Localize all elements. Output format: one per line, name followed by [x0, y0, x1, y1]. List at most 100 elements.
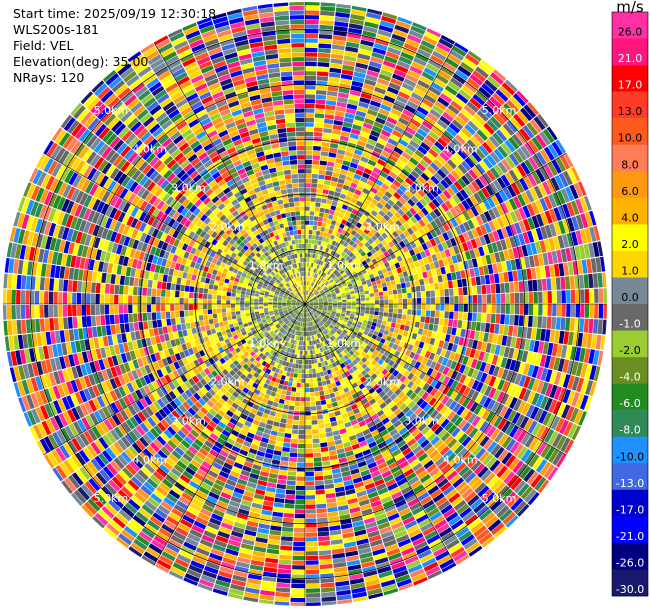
gate [322, 132, 332, 138]
gate [521, 402, 531, 416]
gate [334, 115, 344, 122]
gate [395, 278, 401, 285]
gate [463, 365, 471, 376]
gate [547, 304, 552, 316]
gate [425, 63, 440, 74]
gate [305, 122, 314, 127]
gate [327, 298, 333, 301]
gate [434, 317, 440, 325]
gate [310, 401, 316, 407]
gate [345, 325, 351, 330]
gate [360, 214, 368, 221]
gate [377, 283, 383, 289]
gate [338, 285, 343, 289]
gate [356, 106, 368, 113]
gate [528, 304, 534, 316]
gate [448, 247, 456, 256]
gate [475, 90, 489, 103]
gate [450, 217, 459, 228]
gate [296, 467, 305, 472]
gate [373, 206, 381, 214]
gate [546, 414, 557, 428]
gate [359, 225, 367, 232]
gate [480, 322, 486, 332]
gate [544, 355, 552, 369]
gate [501, 82, 516, 96]
gate [371, 258, 378, 265]
gate [367, 261, 374, 267]
gate [361, 260, 368, 266]
gate [321, 311, 326, 315]
gate [343, 199, 350, 206]
gate [365, 307, 370, 311]
gate [309, 206, 315, 212]
gate [512, 270, 518, 282]
gate [287, 471, 297, 476]
gate [289, 372, 294, 378]
gate [437, 205, 446, 215]
gate [345, 237, 352, 244]
gate [336, 266, 341, 271]
gate [276, 436, 284, 442]
gate [559, 419, 569, 435]
gate [336, 3, 352, 9]
gate [365, 74, 378, 82]
gate [319, 271, 324, 276]
gate [374, 163, 384, 171]
gate [378, 73, 391, 82]
gate [337, 300, 342, 303]
gate [274, 497, 285, 504]
gate [316, 269, 320, 275]
gate [575, 362, 583, 377]
gate [331, 133, 341, 140]
gate [336, 281, 341, 286]
gate [533, 291, 538, 304]
gate [391, 223, 399, 231]
gate [385, 142, 396, 151]
gate [594, 288, 599, 303]
gate [356, 334, 362, 340]
gate [320, 277, 324, 282]
gate [396, 334, 403, 341]
gate [465, 197, 474, 208]
gate [421, 357, 429, 365]
gate [453, 353, 460, 362]
gate [548, 399, 558, 413]
gate [479, 160, 490, 172]
gate [507, 271, 514, 282]
gate [387, 47, 401, 56]
gate [520, 432, 531, 446]
gate [414, 377, 422, 386]
gate [330, 421, 338, 427]
gate [365, 257, 371, 264]
gate [360, 92, 372, 100]
gate [331, 282, 336, 287]
gate [434, 381, 442, 390]
gate [366, 251, 373, 258]
gate [312, 434, 320, 439]
gate [503, 325, 509, 336]
gate [317, 71, 329, 77]
gate [567, 261, 574, 276]
gate [328, 388, 334, 394]
gate [285, 494, 295, 500]
gate [470, 136, 481, 148]
gate [435, 347, 443, 356]
gate [351, 254, 357, 261]
gate [344, 50, 358, 58]
gate [467, 312, 473, 321]
gate [565, 406, 575, 421]
gate [589, 381, 597, 397]
gate [342, 121, 353, 128]
gate [461, 320, 467, 329]
gate [411, 61, 425, 71]
gate [335, 12, 350, 18]
gate [406, 235, 414, 243]
gate [490, 284, 496, 294]
gate [473, 132, 485, 145]
gate [284, 399, 290, 405]
gate [328, 77, 340, 83]
gate [274, 445, 283, 452]
gate [310, 272, 314, 277]
gate [372, 318, 378, 323]
